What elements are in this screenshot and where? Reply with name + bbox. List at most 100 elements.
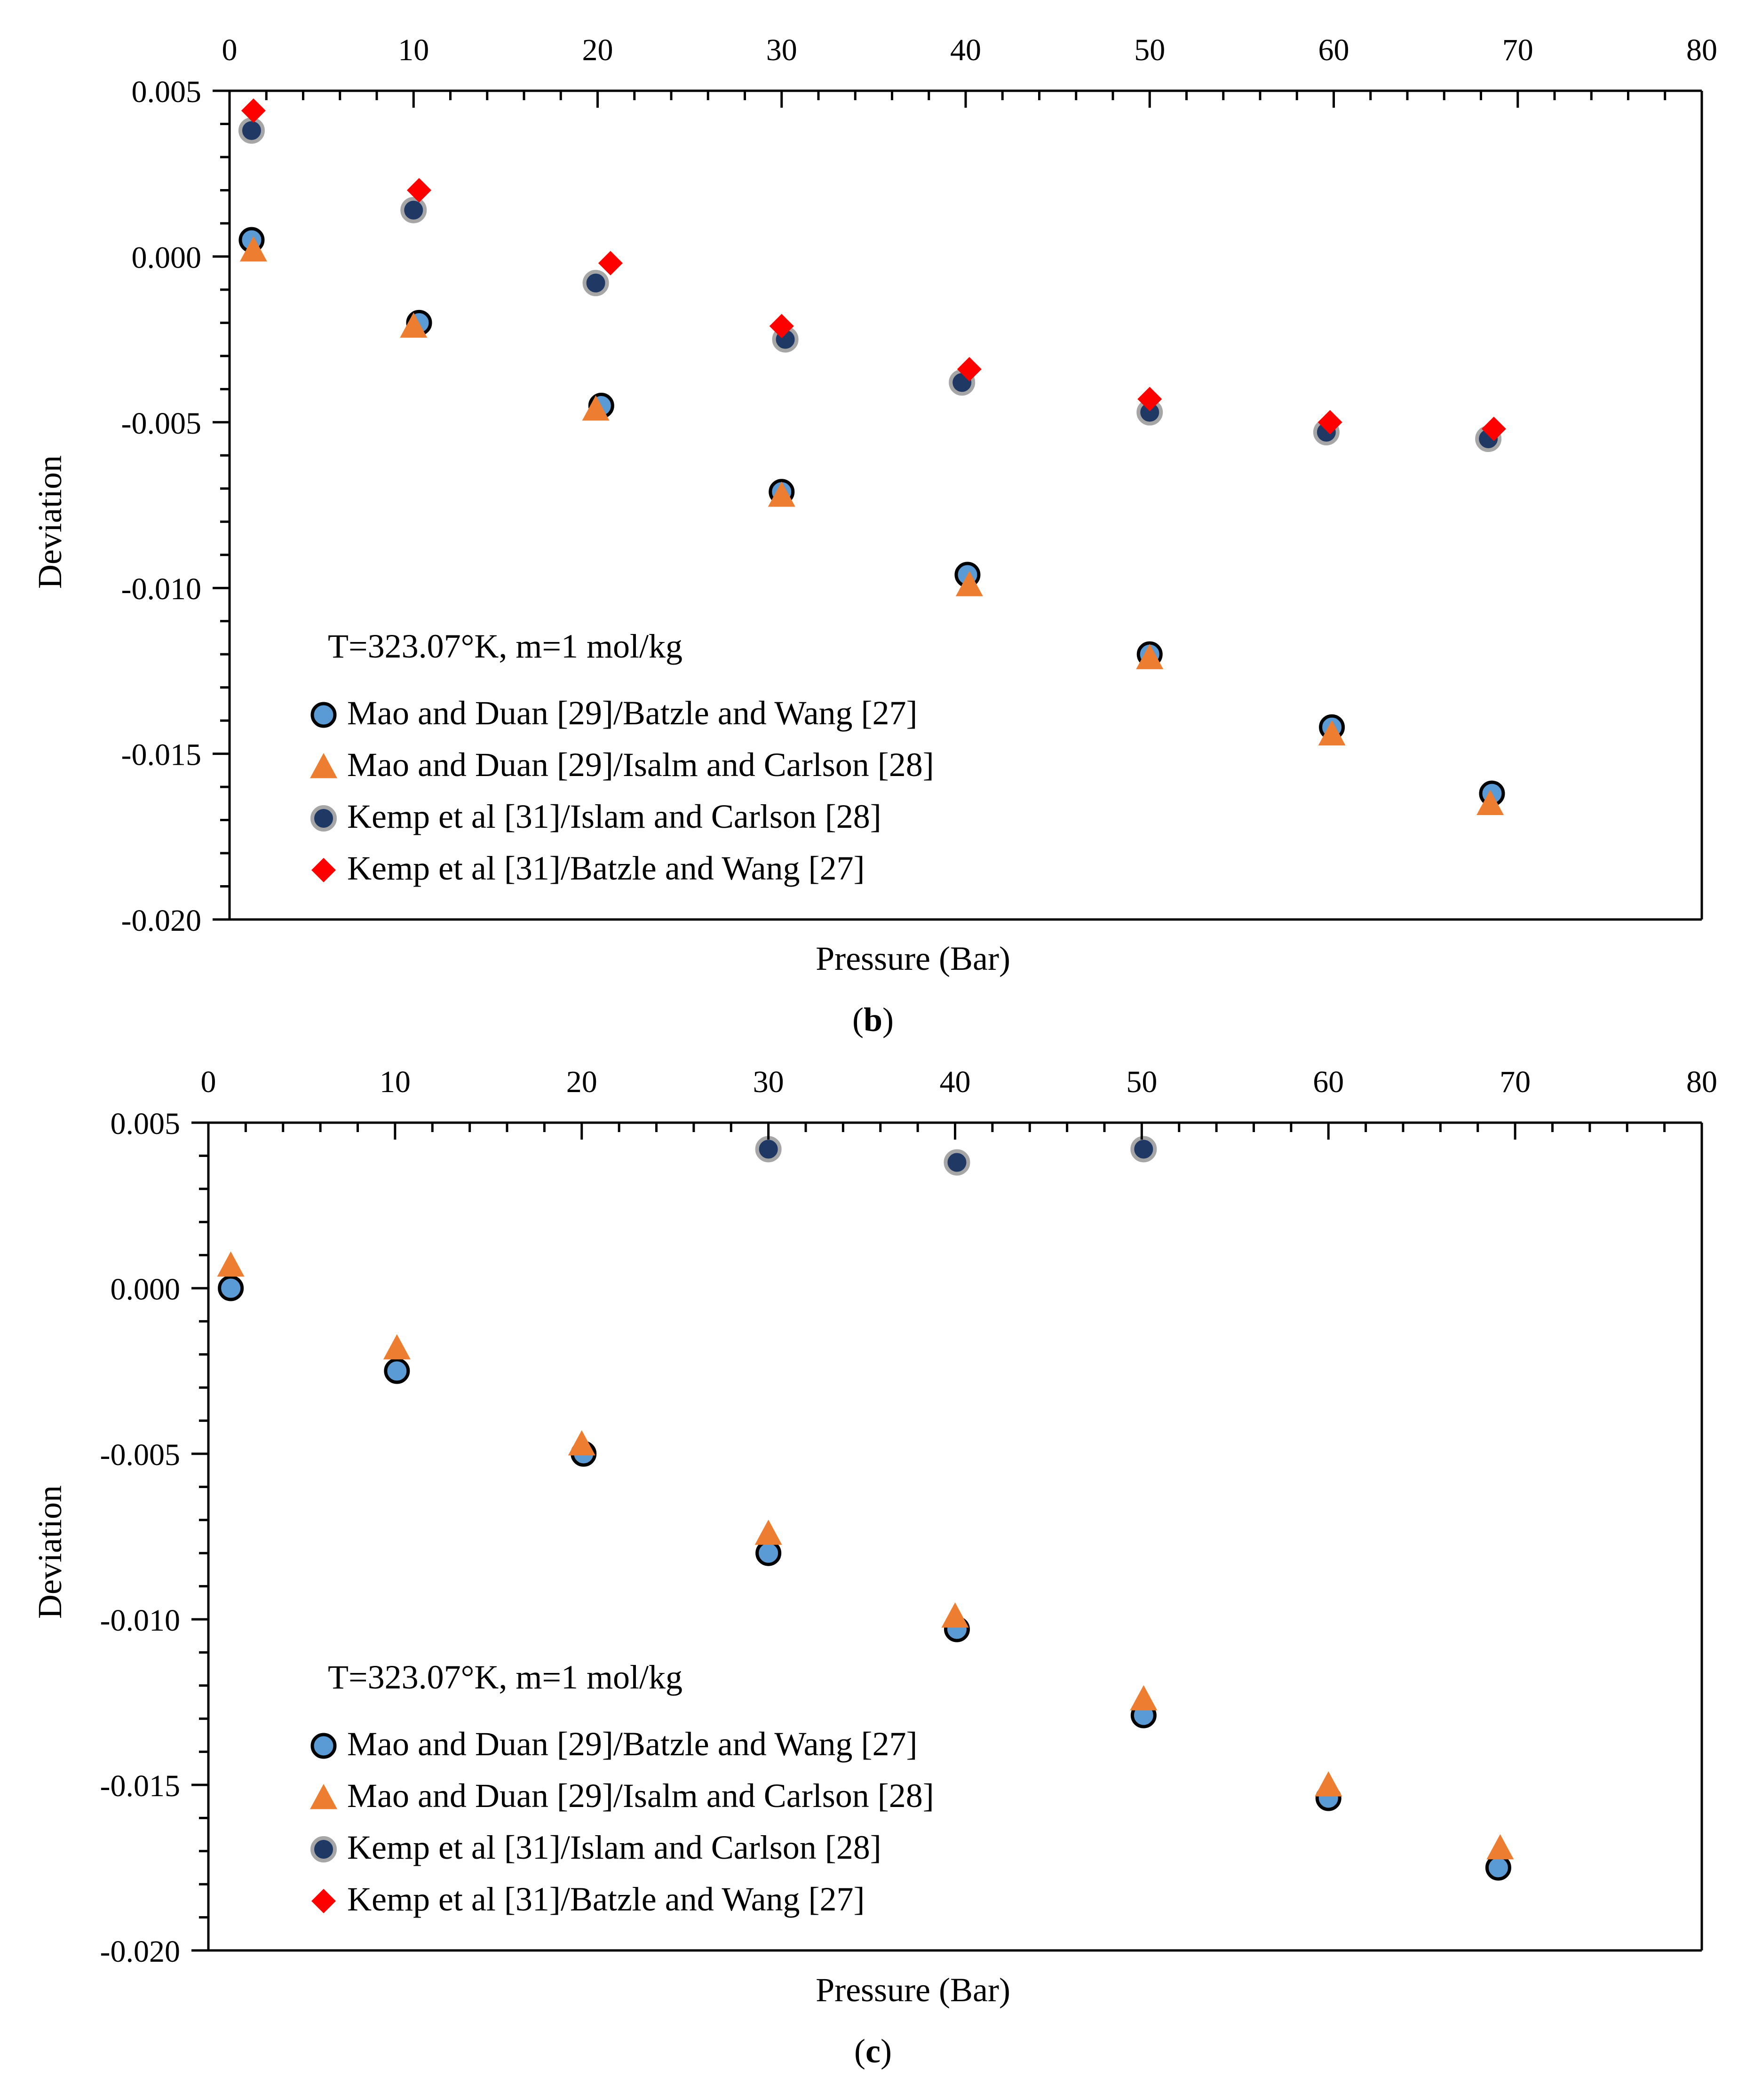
legend-label: Mao and Duan [29]/Isalm and Carlson [28]	[347, 1777, 934, 1815]
y-tick-label: 0.005	[132, 75, 202, 109]
y-tick-label: -0.020	[121, 903, 201, 938]
data-point	[582, 395, 610, 421]
legend-label: Kemp et al [31]/Islam and Carlson [28]	[347, 1829, 881, 1866]
data-point	[1130, 1136, 1157, 1163]
data-point	[944, 1149, 970, 1176]
legend-label: Kemp et al [31]/Batzle and Wang [27]	[347, 849, 865, 887]
x-tick-label: 60	[1318, 33, 1349, 67]
x-tick-label: 30	[753, 1065, 784, 1099]
data-point	[400, 312, 428, 338]
legend-c: Mao and Duan [29]/Batzle and Wang [27] Ma…	[310, 1725, 934, 1918]
chart-panel-c: 0 10 20 30 40 50 60 70 80 0.005 0.000 -0.005 -0.010 -…	[31, 1065, 1717, 2070]
data-point	[400, 197, 427, 223]
x-tick-label: 10	[380, 1065, 411, 1099]
data-point	[1136, 644, 1164, 669]
legend-marker	[311, 1889, 336, 1913]
data-point	[598, 251, 623, 276]
data-point	[768, 481, 795, 507]
data-point	[1476, 790, 1504, 815]
legend-marker	[310, 1733, 337, 1759]
data-point	[955, 571, 983, 596]
data-point	[941, 1602, 969, 1628]
x-axis-title: Pressure (Bar)	[816, 1971, 1010, 2009]
panel-label: c	[865, 2032, 881, 2070]
marks-c	[217, 1136, 1514, 1881]
x-axis-title: Pressure (Bar)	[816, 940, 1010, 977]
data-point	[582, 269, 609, 296]
chart-panel-b: 0 10 20 30 40 50 60 70 80 0.005 0.000 -0.005 -0.010 -…	[31, 33, 1717, 1038]
panel-caption: (b)	[852, 1001, 894, 1038]
caption-open-paren: (	[854, 2032, 865, 2070]
x-tick-label: 70	[1502, 33, 1533, 67]
caption-open-paren: (	[852, 1001, 864, 1038]
data-point	[241, 98, 266, 123]
data-point	[1317, 410, 1342, 435]
x-tick-label: 20	[582, 33, 613, 67]
axes-c: 0 10 20 30 40 50 60 70 80 0.005 0.000 -0.005 -0.010 -…	[100, 1065, 1717, 1969]
data-point	[769, 314, 794, 339]
x-tick-label: 40	[950, 33, 981, 67]
legend-label: Mao and Duan [29]/Batzle and Wang [27]	[347, 1725, 918, 1763]
y-tick-label: -0.005	[121, 406, 201, 441]
data-point	[238, 117, 265, 144]
data-point	[1137, 387, 1162, 412]
legend-label: Mao and Duan [29]/Isalm and Carlson [28]	[347, 746, 934, 784]
y-tick-label: -0.005	[100, 1438, 180, 1472]
data-point	[755, 1540, 782, 1566]
panel-label: b	[864, 1001, 882, 1038]
data-point	[755, 1136, 782, 1163]
x-tick-label: 0	[201, 1065, 216, 1099]
x-tick-label: 60	[1313, 1065, 1344, 1099]
legend-marker	[310, 805, 337, 832]
legend-marker	[310, 1836, 337, 1862]
marks-b	[238, 98, 1506, 815]
panel-caption: (c)	[854, 2032, 892, 2070]
data-point	[1481, 416, 1506, 441]
x-tick-label: 10	[398, 33, 429, 67]
y-axis-title: Deviation	[31, 1485, 69, 1619]
y-tick-label: -0.010	[100, 1603, 180, 1638]
y-tick-label: 0.005	[111, 1107, 181, 1141]
legend-marker	[310, 753, 337, 778]
legend-marker	[311, 858, 336, 882]
annotation-text: T=323.07°K, m=1 mol/kg	[328, 627, 683, 665]
data-point	[1130, 1685, 1158, 1711]
y-tick-label: 0.000	[111, 1272, 181, 1307]
data-point	[568, 1430, 595, 1456]
axes-b: 0 10 20 30 40 50 60 70 80 0.005 0.000 -0.005 -0.010 -…	[121, 33, 1717, 938]
x-tick-label: 70	[1500, 1065, 1531, 1099]
legend-marker	[310, 702, 337, 728]
y-tick-label: -0.015	[100, 1769, 180, 1803]
x-tick-label: 80	[1686, 33, 1717, 67]
data-point	[1486, 1834, 1514, 1860]
x-tick-label: 50	[1126, 1065, 1157, 1099]
x-tick-label: 20	[566, 1065, 597, 1099]
data-point	[383, 1334, 411, 1360]
y-tick-label: -0.020	[100, 1934, 180, 1969]
x-tick-label: 40	[940, 1065, 971, 1099]
x-tick-label: 0	[222, 33, 238, 67]
data-point	[1315, 1771, 1342, 1797]
y-tick-label: -0.015	[121, 738, 201, 772]
data-point	[406, 178, 431, 203]
data-point	[218, 1275, 244, 1301]
legend-label: Kemp et al [31]/Islam and Carlson [28]	[347, 798, 881, 835]
annotation-text: T=323.07°K, m=1 mol/kg	[328, 1658, 683, 1696]
data-point	[217, 1251, 245, 1277]
legend-label: Kemp et al [31]/Batzle and Wang [27]	[347, 1880, 865, 1918]
x-tick-label: 80	[1686, 1065, 1717, 1099]
y-tick-label: 0.000	[132, 240, 202, 275]
data-point	[1485, 1854, 1511, 1881]
caption-close-paren: )	[881, 2032, 892, 2070]
y-tick-label: -0.010	[121, 572, 201, 606]
legend-b: Mao and Duan [29]/Batzle and Wang [27] Ma…	[310, 694, 934, 887]
caption-close-paren: )	[882, 1001, 894, 1038]
data-point	[1318, 720, 1346, 745]
x-tick-label: 30	[766, 33, 797, 67]
data-point	[239, 236, 267, 262]
data-point	[957, 357, 982, 382]
data-point	[384, 1358, 410, 1384]
y-axis-title: Deviation	[31, 455, 69, 589]
x-tick-label: 50	[1134, 33, 1165, 67]
